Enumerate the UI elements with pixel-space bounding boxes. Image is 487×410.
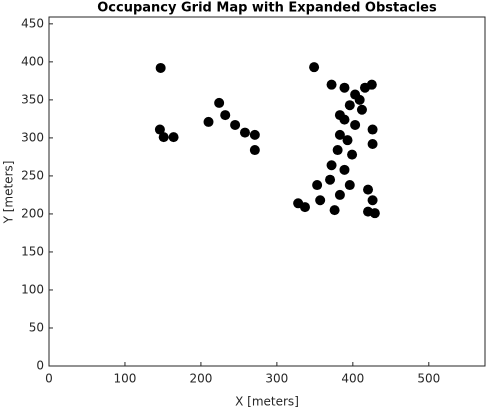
obstacle	[315, 195, 326, 206]
y-tick-label: 0	[36, 359, 44, 373]
obstacle	[329, 205, 340, 216]
x-tick-label: 400	[341, 372, 364, 386]
y-tick-label: 300	[21, 130, 44, 144]
obstacle	[325, 174, 336, 185]
obstacle	[312, 180, 323, 191]
chart-title: Occupancy Grid Map with Expanded Obstacl…	[97, 1, 437, 16]
obstacle	[220, 110, 231, 121]
obstacle	[326, 160, 337, 171]
plot-frame	[48, 16, 486, 367]
x-tick-label: 100	[114, 372, 137, 386]
x-tick-label: 300	[265, 372, 288, 386]
x-tick-label: 200	[189, 372, 212, 386]
obstacle	[344, 100, 355, 111]
obstacle	[359, 82, 370, 93]
y-tick-label: 400	[21, 54, 44, 68]
obstacle	[339, 82, 350, 93]
obstacle	[334, 110, 345, 121]
obstacle	[334, 129, 345, 140]
y-tick-label: 100	[21, 282, 44, 296]
obstacle	[203, 116, 214, 127]
obstacle	[299, 202, 310, 213]
obstacle	[367, 124, 378, 135]
y-axis-label: Y [meters]	[2, 161, 16, 225]
obstacle	[239, 127, 250, 138]
x-axis-label: X [meters]	[235, 395, 299, 409]
x-tick-label: 0	[45, 372, 53, 386]
obstacle	[326, 79, 337, 90]
obstacle	[339, 164, 350, 175]
obstacle	[350, 119, 361, 130]
obstacle	[309, 62, 320, 73]
obstacle	[230, 119, 241, 130]
x-tick-label: 500	[417, 372, 440, 386]
obstacle	[334, 189, 345, 200]
obstacle	[344, 180, 355, 191]
obstacle	[363, 184, 374, 195]
obstacle	[367, 195, 378, 206]
y-tick-label: 350	[21, 92, 44, 106]
y-tick-label: 450	[21, 16, 44, 30]
obstacle	[155, 62, 166, 73]
obstacle	[342, 135, 353, 146]
obstacle	[367, 138, 378, 149]
obstacle	[249, 129, 260, 140]
obstacle	[356, 104, 367, 115]
obstacle	[332, 145, 343, 156]
obstacle	[158, 132, 169, 143]
obstacle	[249, 145, 260, 156]
obstacle	[354, 94, 365, 105]
obstacle	[214, 97, 225, 108]
y-tick-label: 200	[21, 206, 44, 220]
y-tick-label: 250	[21, 168, 44, 182]
obstacle	[154, 124, 165, 135]
obstacle	[363, 206, 374, 217]
obstacle	[168, 132, 179, 143]
obstacle	[347, 149, 358, 160]
y-tick-label: 50	[29, 320, 44, 334]
y-tick-label: 150	[21, 244, 44, 258]
